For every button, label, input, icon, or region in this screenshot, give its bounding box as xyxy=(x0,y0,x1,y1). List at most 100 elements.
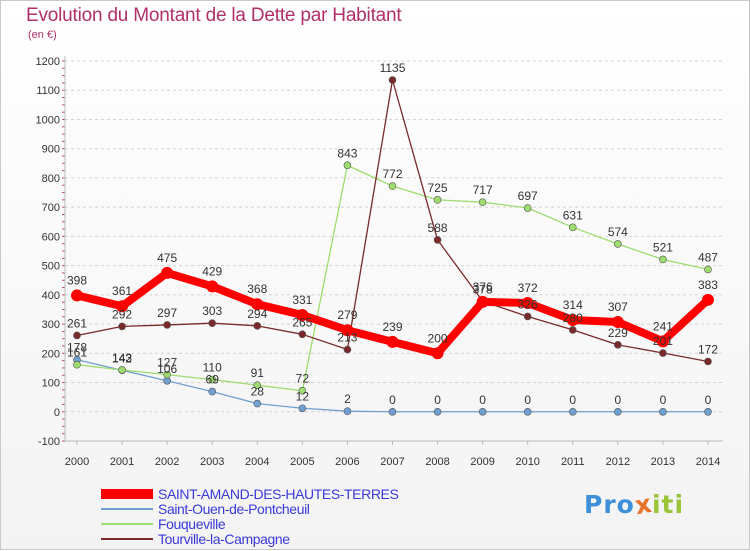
data-label: 631 xyxy=(563,208,583,222)
data-point-main xyxy=(431,347,444,360)
y-tick-label: 1100 xyxy=(36,85,60,97)
data-label: 161 xyxy=(67,346,87,360)
data-label: 91 xyxy=(251,366,265,380)
data-point xyxy=(298,404,307,413)
legend-item: Saint-Ouen-de-Pontcheuil xyxy=(101,500,398,517)
legend-label: Fouqueville xyxy=(158,515,226,532)
data-point-main xyxy=(701,293,714,306)
data-label: 143 xyxy=(112,351,132,365)
series-layer xyxy=(71,76,714,416)
data-label: 110 xyxy=(203,361,222,375)
data-point xyxy=(208,387,217,396)
x-tick-label: 2004 xyxy=(245,456,269,468)
data-point xyxy=(118,322,126,331)
data-point-main xyxy=(161,266,174,279)
data-point-main xyxy=(611,316,624,329)
x-tick-label: 2013 xyxy=(651,456,675,468)
data-point xyxy=(523,407,532,416)
x-tick-label: 2009 xyxy=(470,456,494,468)
data-point xyxy=(388,76,397,84)
data-label: 331 xyxy=(292,293,312,307)
data-point xyxy=(614,407,622,416)
data-point xyxy=(523,204,532,212)
data-point-main xyxy=(296,309,309,322)
data-point xyxy=(659,349,667,357)
data-label: 521 xyxy=(653,240,673,254)
data-point xyxy=(614,240,622,248)
data-point xyxy=(433,407,442,416)
proxiti-logo: Proxiti xyxy=(584,489,684,521)
data-label: 843 xyxy=(337,146,357,160)
data-point xyxy=(73,360,81,369)
y-tick-label: 1000 xyxy=(36,114,60,126)
data-point xyxy=(253,381,262,389)
data-label: 361 xyxy=(112,284,132,298)
data-point xyxy=(253,399,262,408)
data-label: 178 xyxy=(67,341,87,355)
data-label: 0 xyxy=(389,393,396,407)
data-point xyxy=(433,236,442,244)
data-point xyxy=(478,407,487,416)
data-label: 372 xyxy=(518,281,538,295)
y-tick-label: 1200 xyxy=(36,56,60,68)
data-label: 588 xyxy=(428,221,448,235)
data-label: 239 xyxy=(382,320,402,334)
data-point-main xyxy=(251,298,264,311)
x-tick-label: 2014 xyxy=(696,456,720,468)
data-label: 279 xyxy=(337,308,357,322)
data-point-main xyxy=(116,300,129,313)
x-tick-label: 2010 xyxy=(515,456,539,468)
legend-label: SAINT-AMAND-DES-HAUTES-TERRES xyxy=(158,485,399,502)
data-label: 0 xyxy=(614,393,621,407)
data-label: 429 xyxy=(202,264,222,278)
x-tick-label: 2006 xyxy=(335,456,359,468)
y-tick-label: 200 xyxy=(42,348,60,360)
data-label: 12 xyxy=(296,389,310,403)
data-label: 294 xyxy=(247,307,267,321)
data-label: 368 xyxy=(247,282,267,296)
data-label: 200 xyxy=(428,331,448,345)
data-point xyxy=(659,407,667,416)
y-tick-label: 900 xyxy=(42,144,60,156)
data-point xyxy=(163,370,171,379)
data-label: 378 xyxy=(473,282,493,296)
data-label: 265 xyxy=(292,315,312,329)
data-point-main xyxy=(656,335,669,348)
data-point-main xyxy=(566,313,579,326)
data-label: 241 xyxy=(653,319,673,333)
data-label: 69 xyxy=(206,373,220,387)
data-label: 0 xyxy=(524,393,531,407)
x-tick-label: 2003 xyxy=(200,456,224,468)
x-tick-label: 2008 xyxy=(425,456,449,468)
data-label: 487 xyxy=(698,250,718,264)
legend: SAINT-AMAND-DES-HAUTES-TERRES Saint-Ouen-… xyxy=(101,485,399,547)
data-label: 229 xyxy=(608,326,628,340)
y-tick-label: 300 xyxy=(42,319,60,331)
data-label: 0 xyxy=(479,393,486,407)
x-tick-label: 2000 xyxy=(65,456,89,468)
x-tick-labels: 2000 2001 2002 2003 2004 2005 2006 2007 2008 2009… xyxy=(65,456,720,468)
data-label: 0 xyxy=(705,393,712,407)
data-point xyxy=(478,198,487,206)
y-unit-label: (en €) xyxy=(28,29,57,41)
data-label: 142 xyxy=(112,351,132,365)
y-tick-label: 0 xyxy=(54,407,60,419)
legend-label: Saint-Ouen-de-Pontcheuil xyxy=(158,500,310,517)
data-point-main xyxy=(521,297,534,310)
data-point xyxy=(343,345,352,354)
legend-swatch xyxy=(101,537,153,540)
legend-item: SAINT-AMAND-DES-HAUTES-TERRES xyxy=(101,485,399,502)
data-point xyxy=(343,407,352,415)
data-label: 772 xyxy=(382,167,402,181)
data-label: 1135 xyxy=(380,61,406,75)
data-label: 261 xyxy=(67,316,87,330)
data-point xyxy=(614,341,622,349)
data-point xyxy=(208,375,217,384)
y-tick-labels: -100 0 100 200 300 400 500 600 700 800 900 1000 1100… xyxy=(36,56,60,448)
logo-part: Pro xyxy=(584,490,635,519)
data-point xyxy=(73,331,81,340)
data-point xyxy=(523,312,532,321)
data-label: 303 xyxy=(202,304,222,318)
